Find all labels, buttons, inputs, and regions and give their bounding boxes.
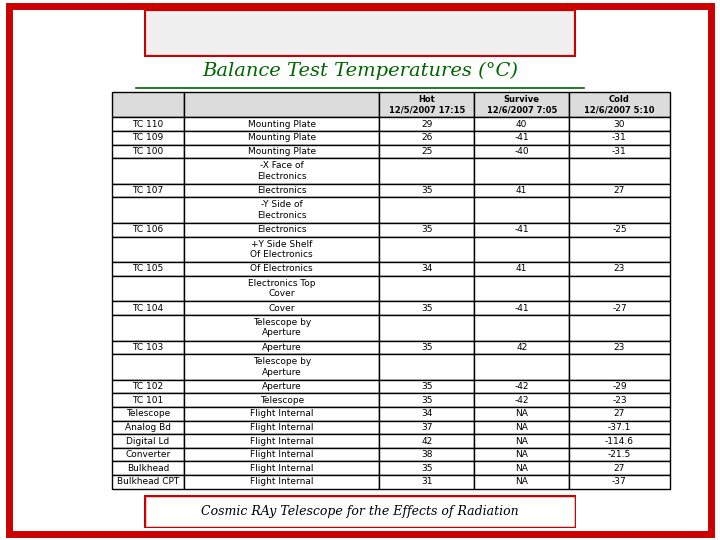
FancyBboxPatch shape xyxy=(144,9,576,57)
Text: ★  THE AEROSPACE CORPORATION  ▲  UT  ●: ★ THE AEROSPACE CORPORATION ▲ UT ● xyxy=(225,28,495,38)
FancyBboxPatch shape xyxy=(144,495,576,528)
Text: Cosmic RAy Telescope for the Effects of Radiation: Cosmic RAy Telescope for the Effects of … xyxy=(201,505,519,518)
Text: Balance Test Temperatures (°C): Balance Test Temperatures (°C) xyxy=(202,62,518,80)
